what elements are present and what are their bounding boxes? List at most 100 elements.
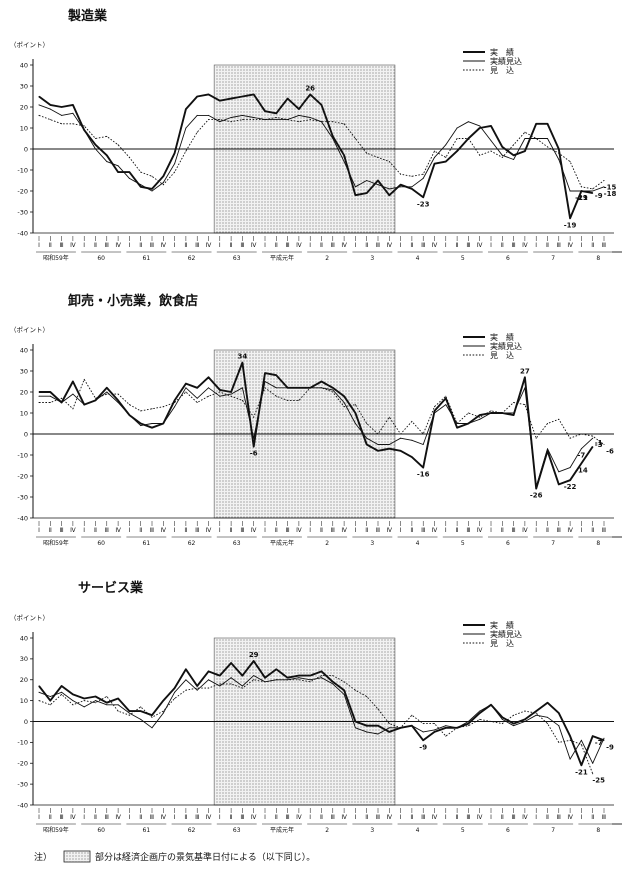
year-label: 6: [506, 255, 510, 262]
y-tick-label: 20: [20, 103, 28, 111]
quarter-label: Ⅲ: [240, 814, 244, 821]
data-point: [422, 467, 424, 469]
data-point: [445, 144, 447, 146]
year-label: 昭和59年: [43, 539, 69, 547]
data-point: [580, 739, 582, 741]
quarter-label: Ⅳ: [206, 527, 212, 534]
year-label: 63: [233, 540, 241, 547]
data-point: [513, 154, 515, 156]
series-line-1: [38, 93, 593, 220]
data-point: [467, 138, 469, 139]
data-point: [479, 414, 481, 416]
data-point: [151, 190, 153, 192]
data-point: [117, 710, 119, 712]
quarter-label: Ⅰ: [129, 814, 131, 821]
data-point: [287, 677, 289, 679]
data-point: [603, 180, 605, 181]
data-point: [162, 406, 164, 408]
year-label: 8: [596, 540, 600, 547]
data-point: [524, 387, 526, 389]
quarter-label: Ⅲ: [557, 242, 561, 249]
quarter-label: Ⅰ: [129, 527, 131, 534]
data-point: [354, 138, 356, 139]
quarter-label: Ⅳ: [567, 814, 573, 821]
quarter-label: Ⅱ: [275, 527, 278, 534]
footnote: 注） 部分は経済企画庁の景気基準日付による（以下同じ）。: [34, 850, 315, 863]
quarter-label: Ⅳ: [387, 242, 393, 249]
legend-label: 実績見込: [490, 341, 522, 351]
quarter-label: Ⅰ: [219, 814, 221, 821]
quarter-label: Ⅰ: [38, 242, 40, 249]
data-point: [95, 138, 96, 139]
data-point: [95, 700, 96, 702]
data-point: [366, 423, 368, 424]
data-point: [377, 180, 379, 181]
data-point: [547, 123, 548, 125]
year-label: 4: [416, 255, 420, 262]
quarter-label: Ⅱ: [230, 242, 233, 249]
data-point: [332, 683, 334, 685]
data-point: [422, 196, 424, 198]
quarter-label: Ⅳ: [341, 242, 347, 249]
data-label: -23: [417, 200, 430, 208]
data-label: -18: [604, 190, 617, 198]
quarter-label: Ⅱ: [456, 242, 459, 249]
y-tick-label: 10: [20, 697, 28, 705]
data-point: [445, 735, 447, 737]
data-point: [377, 184, 379, 186]
quarter-label: Ⅰ: [490, 242, 492, 249]
data-point: [524, 150, 526, 152]
data-label: 27: [520, 367, 530, 375]
data-point: [558, 152, 560, 154]
data-point: [140, 171, 142, 173]
data-point: [298, 121, 300, 123]
data-point: [321, 675, 322, 677]
year-label: 7: [551, 827, 555, 834]
data-point: [117, 393, 119, 395]
quarter-label: Ⅰ: [83, 242, 85, 249]
data-point: [332, 681, 334, 683]
data-point: [479, 125, 481, 127]
quarter-label: Ⅲ: [421, 814, 425, 821]
data-point: [445, 404, 447, 406]
quarter-label: Ⅲ: [60, 242, 64, 249]
data-point: [151, 423, 153, 424]
year-label: 8: [596, 827, 600, 834]
quarter-label: Ⅲ: [512, 242, 516, 249]
data-point: [174, 402, 176, 403]
quarter-label: Ⅳ: [115, 814, 121, 821]
data-point: [388, 161, 390, 163]
quarter-label: Ⅰ: [38, 814, 40, 821]
quarter-label: Ⅱ: [320, 242, 323, 249]
y-tick-label: -40: [17, 801, 28, 809]
quarter-label: Ⅳ: [432, 527, 438, 534]
data-point: [264, 677, 266, 679]
data-point: [275, 387, 277, 389]
data-point: [61, 397, 63, 399]
quarter-label: Ⅳ: [115, 242, 121, 249]
data-point: [140, 186, 142, 188]
data-point: [479, 154, 481, 156]
legend-label: 見 込: [490, 351, 514, 360]
quarter-label: Ⅰ: [174, 814, 176, 821]
data-point: [354, 721, 356, 722]
data-label: 26: [305, 84, 315, 92]
data-point: [185, 679, 187, 681]
data-point: [400, 727, 402, 729]
year-label: 5: [461, 255, 465, 262]
legend-label: 実績見込: [490, 629, 522, 639]
data-point: [49, 395, 51, 397]
data-point: [456, 423, 458, 424]
data-point: [592, 192, 594, 194]
data-point: [501, 412, 503, 414]
y-tick-label: 40: [20, 634, 28, 642]
data-point: [253, 679, 255, 681]
quarter-label: Ⅰ: [535, 814, 537, 821]
quarter-label: Ⅲ: [421, 242, 425, 249]
quarter-label: Ⅱ: [410, 814, 413, 821]
quarter-label: Ⅳ: [206, 814, 212, 821]
quarter-label: Ⅳ: [341, 527, 347, 534]
data-point: [592, 190, 594, 192]
quarter-label: Ⅲ: [331, 242, 335, 249]
